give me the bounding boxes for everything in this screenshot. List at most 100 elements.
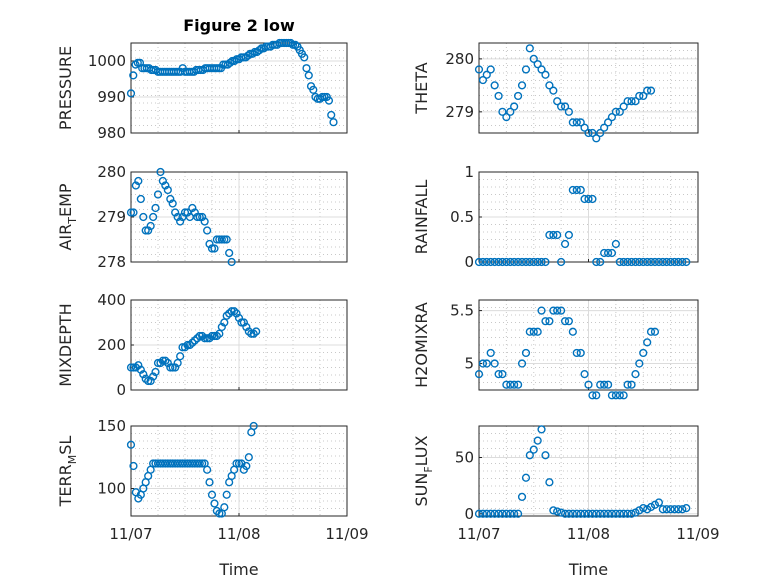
air_temp-point xyxy=(163,185,172,195)
pressure-point xyxy=(131,60,140,69)
sun_flux-point xyxy=(533,436,542,445)
mixdepth-point xyxy=(205,334,214,343)
h2omixra-ylabel: H2OMIXRA xyxy=(412,302,431,388)
h2omixra-point xyxy=(611,391,620,400)
h2omixra-point xyxy=(502,380,511,389)
mixdepth-point xyxy=(210,331,219,341)
mixdepth-point xyxy=(183,340,192,350)
mixdepth-point xyxy=(153,358,163,368)
rainfall-point xyxy=(654,257,664,267)
air_temp-point xyxy=(158,176,167,186)
sun_flux-xtick-label: 11/09 xyxy=(676,525,719,543)
h2omixra-point xyxy=(596,380,605,389)
theta-ytick-label: 279 xyxy=(445,103,474,121)
rainfall-point xyxy=(502,257,511,267)
rainfall-point xyxy=(619,257,628,267)
rainfall-point xyxy=(537,257,546,267)
theta-point xyxy=(592,134,601,143)
sun_flux-point xyxy=(474,509,484,518)
rainfall-ytick-label: 1 xyxy=(464,163,474,181)
air_temp-point xyxy=(180,208,190,217)
h2omixra-point xyxy=(604,380,613,389)
rainfall-point xyxy=(478,257,488,267)
air_temp-point xyxy=(134,176,143,186)
pressure-ytick-label: 1000 xyxy=(88,52,126,70)
theta-point xyxy=(623,97,632,106)
rainfall-point xyxy=(510,257,519,267)
rainfall-point xyxy=(568,185,577,195)
h2omixra-point xyxy=(568,327,577,336)
sun_flux-point xyxy=(600,509,609,518)
rainfall-point xyxy=(525,257,534,267)
terr_msl-point xyxy=(210,499,219,508)
rainfall-point xyxy=(486,257,495,267)
air_temp-point xyxy=(161,181,170,190)
theta-point xyxy=(596,128,605,138)
sun_flux-point xyxy=(490,509,499,518)
pressure-point xyxy=(129,71,138,80)
mixdepth-point xyxy=(188,338,197,347)
sun_flux-point xyxy=(615,509,624,518)
theta-point xyxy=(533,60,542,69)
h2omixra-point xyxy=(646,327,656,336)
h2omixra-point xyxy=(639,348,648,358)
sun_flux-point xyxy=(510,509,519,518)
air_temp-point xyxy=(149,212,158,222)
theta-point xyxy=(600,123,609,132)
h2omixra-point xyxy=(490,359,499,368)
sun_flux-point xyxy=(564,509,573,518)
terr_msl-xtick-label: 11/07 xyxy=(109,525,152,543)
pressure-point xyxy=(243,51,253,60)
air_temp-point xyxy=(173,212,182,222)
h2omixra-point xyxy=(545,317,554,326)
sun_flux-point xyxy=(557,508,566,517)
air_temp-point xyxy=(193,212,202,222)
h2omixra-point xyxy=(576,348,585,358)
h2omixra-point xyxy=(541,317,550,326)
rainfall-point xyxy=(662,257,671,267)
theta-point xyxy=(572,118,581,127)
terr_msl-xtick-label: 11/08 xyxy=(217,525,260,543)
air_temp-point xyxy=(168,199,177,208)
theta-point xyxy=(627,97,636,106)
terr_msl-point xyxy=(215,509,224,518)
rainfall-point xyxy=(580,194,589,204)
h2omixra-point xyxy=(584,380,593,389)
figure-title: Figure 2 low xyxy=(183,16,295,35)
rainfall-point xyxy=(635,257,644,267)
air_temp-point xyxy=(195,212,204,222)
theta-ytick-label: 280 xyxy=(445,50,474,68)
theta-point xyxy=(611,107,620,116)
h2omixra-point xyxy=(549,306,558,315)
sun_flux-point xyxy=(592,509,601,518)
sun_flux-point xyxy=(494,509,503,518)
air_temp-point xyxy=(136,194,145,204)
sun_flux-point xyxy=(498,509,507,518)
sun_flux-point xyxy=(646,502,656,512)
h2omixra-point xyxy=(588,391,597,400)
terr_msl-xlabel: Time xyxy=(218,560,258,579)
sun_flux-point xyxy=(623,509,632,518)
h2omixra-point xyxy=(513,380,523,389)
sun_flux-point xyxy=(607,509,617,518)
h2omixra-point xyxy=(474,370,484,379)
air_temp-ylabel: AIRTEMP xyxy=(56,183,79,250)
mixdepth-point xyxy=(237,318,246,327)
terr_msl-point xyxy=(205,478,214,487)
rainfall-point xyxy=(513,257,523,267)
air_temp-point xyxy=(139,212,148,222)
rainfall-point xyxy=(611,239,620,249)
sun_flux-point xyxy=(486,509,495,518)
terr_msl-point xyxy=(198,459,207,468)
mixdepth-point xyxy=(141,374,150,383)
rainfall-point xyxy=(557,257,566,267)
terr_msl-ytick-label: 100 xyxy=(97,480,126,498)
sun_flux-point xyxy=(580,509,589,518)
pressure-ylabel: PRESSURE xyxy=(56,46,75,130)
sun_flux-point xyxy=(513,509,523,518)
pressure-ytick-label: 980 xyxy=(97,124,126,142)
air_temp-point xyxy=(190,208,199,217)
theta-point xyxy=(478,75,488,85)
h2omixra-point xyxy=(498,370,507,379)
